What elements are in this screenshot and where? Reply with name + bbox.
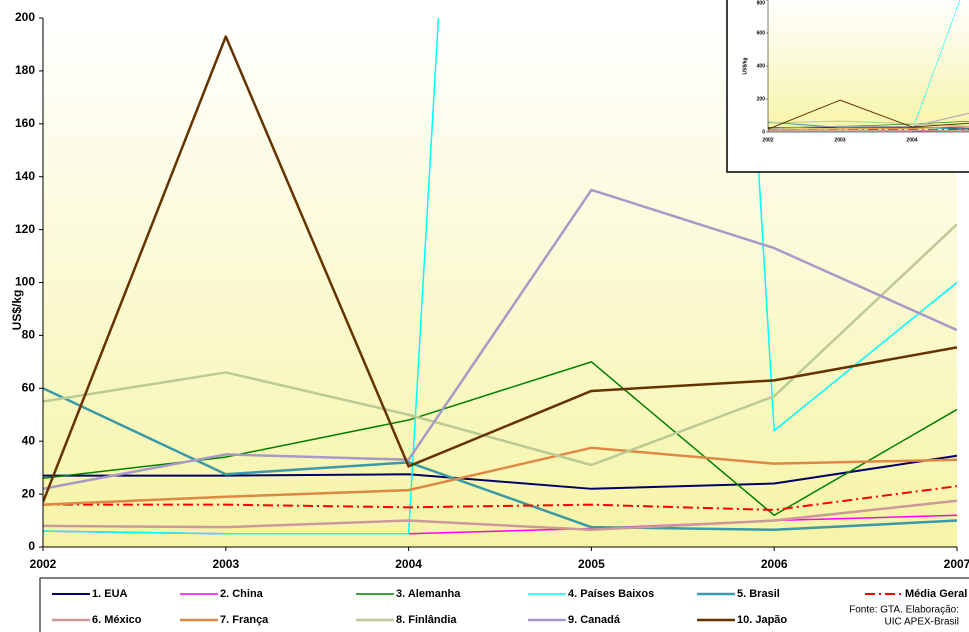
legend-label: 9. Canadá [568, 614, 621, 626]
inset-x-tick-label: 2002 [762, 137, 773, 143]
y-tick-label: 80 [22, 328, 36, 342]
inset-x-tick-label: 2004 [906, 137, 917, 143]
y-tick-label: 60 [22, 380, 36, 394]
inset-series-line [768, 125, 969, 130]
y-tick-label: 0 [28, 539, 35, 553]
legend-label: 7. França [220, 614, 269, 626]
inset-series-line [768, 112, 969, 129]
y-tick-label: 200 [15, 10, 35, 24]
inset-series-line [768, 127, 969, 129]
legend-label: 1. EUA [92, 588, 128, 600]
x-tick-label: 2002 [30, 557, 57, 571]
x-tick-label: 2007 [944, 557, 969, 571]
inset-series-line [768, 99, 969, 130]
series-line [43, 223, 957, 467]
inset-y-tick-label: 800 [757, 0, 766, 6]
x-tick-label: 2006 [761, 557, 788, 571]
inset-plot-area [768, 0, 969, 132]
series-line [43, 454, 957, 490]
series-line [43, 446, 957, 506]
series-line [43, 18, 957, 535]
inset-y-tick-label: 400 [757, 63, 766, 69]
y-tick-label: 160 [15, 116, 35, 130]
y-tick-label: 100 [15, 275, 35, 289]
legend: 1. EUA 2. China 3. Alemanha 4. Países Baixo… [52, 588, 967, 626]
legend-label: 8. Finlândia [396, 614, 457, 626]
y-tick-label: 180 [15, 63, 35, 77]
inset-x-tick-label: 2003 [834, 137, 845, 143]
series-line [43, 499, 957, 532]
series-line [43, 485, 957, 511]
y-axis-label: US$/kg [10, 290, 24, 331]
source-note: UIC APEX-Brasil [885, 617, 959, 628]
source-note: Fonte: GTA. Elaboração: [849, 605, 959, 616]
legend-label: Média Geral [905, 588, 967, 600]
inset-y-tick-label: 200 [757, 96, 766, 102]
legend-label: 4. Países Baixos [568, 588, 654, 600]
legend-label: 10. Japão [737, 614, 787, 626]
inset-y-tick-label: 0 [762, 129, 765, 135]
y-tick-label: 40 [22, 433, 36, 447]
inset-series-line [768, 120, 969, 127]
inset-y-tick-label: 600 [757, 30, 766, 36]
series-line [43, 35, 957, 503]
y-tick-label: 140 [15, 169, 35, 183]
y-tick-label: 20 [22, 486, 36, 500]
x-tick-label: 2003 [212, 557, 239, 571]
series-lines [43, 18, 957, 535]
legend-label: 6. México [92, 614, 142, 626]
legend-label: 5. Brasil [737, 588, 780, 600]
series-line [43, 188, 957, 491]
inset-lines [768, 0, 969, 132]
inset-series-line [768, 129, 969, 132]
inset-axes: 0 200 400 600 800 2002 2003 2004 [757, 0, 918, 143]
legend-box [39, 577, 969, 632]
legend-label: 3. Alemanha [396, 588, 461, 600]
x-tick-label: 2004 [395, 557, 422, 571]
inset-y-label: US$/kg [742, 58, 748, 75]
y-tick-label: 120 [15, 222, 35, 236]
axes: 0 20 40 60 80 100 120 140 160 180 200 2002 2003 2004 2… [15, 10, 969, 571]
legend-label: 2. China [220, 588, 264, 600]
x-tick-label: 2005 [578, 557, 605, 571]
